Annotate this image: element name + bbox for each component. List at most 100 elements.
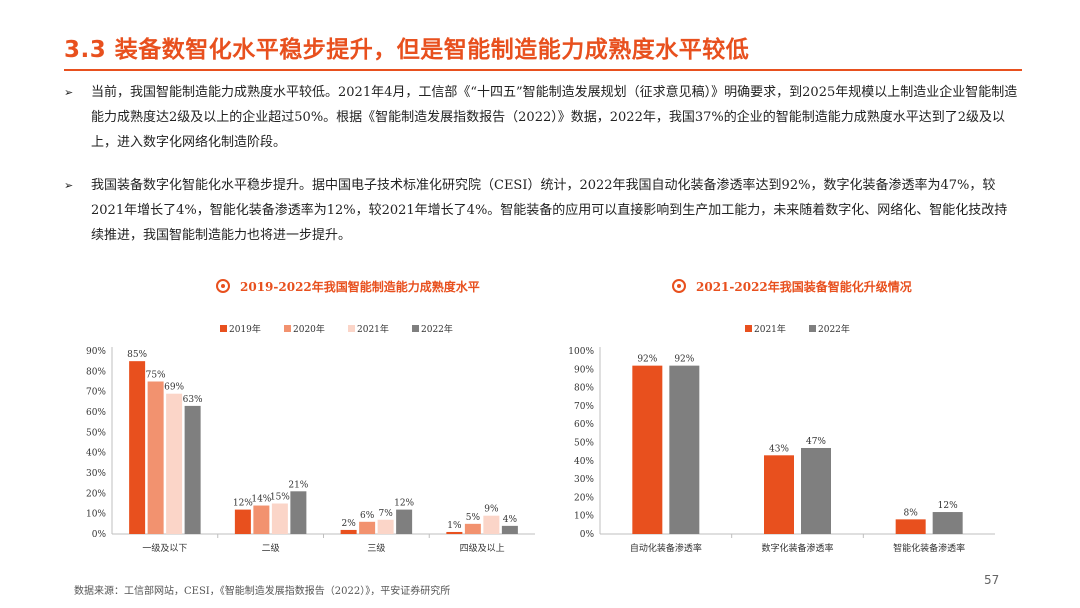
legend-swatch — [284, 325, 291, 332]
data-label: 1% — [447, 521, 462, 531]
bar — [632, 365, 663, 534]
data-label: 12% — [394, 499, 414, 509]
data-source-note: 数据来源：工信部网站，CESI，《智能制造发展指数报告（2022）》，平安证券研… — [74, 586, 451, 597]
bar — [129, 361, 146, 534]
data-label: 69% — [164, 383, 184, 393]
target-icon — [672, 279, 686, 293]
legend-swatch — [809, 325, 816, 332]
y-tick-label: 90% — [574, 365, 594, 375]
maturity-level-bar-chart: 2019年 2020年 2021年 2022年 0% 10% 20% 30% 40% 50% 60%… — [86, 323, 535, 554]
data-label: 4% — [503, 515, 518, 525]
chart-2-title: 2021-2022年我国装备智能化升级情况 — [696, 279, 912, 294]
legend-label: 2019年 — [229, 323, 261, 335]
y-tick-label: 100% — [568, 347, 594, 357]
data-label: 15% — [270, 493, 290, 503]
y-tick-label: 50% — [86, 428, 106, 438]
bar — [446, 531, 463, 534]
y-tick-label: 80% — [86, 367, 106, 377]
bar — [359, 521, 376, 534]
y-tick-label: 30% — [574, 475, 594, 485]
bullet-point-2: ➢ 我国装备数字化智能化水平稳步提升。据中国电子技术标准化研究院（CESI）统计… — [64, 173, 1019, 248]
bullet-text-1: 当前，我国智能制造能力成熟度水平较低。2021年4月，工信部《“十四五”智能制造… — [91, 85, 1018, 150]
bar — [184, 405, 201, 534]
y-tick-label: 40% — [574, 457, 594, 467]
legend-swatch — [348, 325, 355, 332]
legend-swatch — [220, 325, 227, 332]
legend-label: 2021年 — [357, 323, 389, 335]
title-divider — [64, 69, 1022, 71]
arrow-bullet-icon: ➢ — [64, 179, 74, 192]
y-tick-label: 60% — [86, 408, 106, 418]
arrow-bullet-icon: ➢ — [64, 86, 74, 99]
data-label: 92% — [674, 355, 694, 365]
legend-label: 2021年 — [754, 323, 786, 335]
data-label: 47% — [806, 437, 826, 447]
bar — [501, 525, 518, 534]
y-tick-label: 70% — [574, 402, 594, 412]
bar — [166, 393, 183, 534]
bar — [464, 523, 481, 534]
data-label: 75% — [146, 371, 166, 381]
equipment-upgrade-bar-chart: 2021年 2022年 0% 10% 20% 30% 40% 50% 60% 70% 80% 90% 1… — [568, 323, 995, 554]
bar — [669, 365, 700, 534]
x-tick-label: 三级 — [367, 542, 385, 554]
bar — [147, 381, 164, 534]
data-label: 92% — [637, 355, 657, 365]
data-label: 5% — [466, 513, 481, 523]
bar — [234, 509, 251, 534]
y-tick-label: 10% — [574, 512, 594, 522]
y-tick-label: 10% — [86, 510, 106, 520]
data-label: 43% — [769, 444, 789, 454]
bar — [377, 519, 394, 534]
y-tick-label: 70% — [86, 388, 106, 398]
data-label: 7% — [378, 509, 393, 519]
y-tick-label: 90% — [86, 347, 106, 357]
y-tick-label: 0% — [92, 530, 107, 540]
y-tick-label: 40% — [86, 449, 106, 459]
data-label: 21% — [288, 480, 308, 490]
y-tick-label: 0% — [580, 530, 595, 540]
legend-swatch — [745, 325, 752, 332]
data-label: 6% — [360, 511, 375, 521]
y-tick-label: 80% — [574, 384, 594, 394]
data-label: 14% — [251, 495, 271, 505]
data-label: 8% — [904, 508, 919, 518]
x-tick-label: 智能化装备渗透率 — [893, 542, 965, 554]
data-label: 85% — [127, 350, 147, 360]
x-tick-label: 二级 — [262, 542, 280, 554]
target-icon — [216, 279, 230, 293]
x-tick-label: 数字化装备渗透率 — [761, 542, 833, 554]
data-label: 2% — [341, 519, 356, 529]
y-tick-label: 20% — [574, 493, 594, 503]
bar — [764, 455, 794, 534]
y-tick-label: 60% — [574, 420, 594, 430]
chart-1-heading: 2019-2022年我国智能制造能力成熟度水平 — [216, 276, 480, 296]
bar — [801, 447, 831, 534]
bar — [932, 512, 963, 534]
bar — [253, 505, 270, 534]
data-label: 12% — [233, 499, 253, 509]
legend-label: 2022年 — [421, 323, 453, 335]
bar — [895, 519, 926, 534]
page-number: 57 — [984, 573, 1000, 587]
chart-2-heading: 2021-2022年我国装备智能化升级情况 — [672, 276, 912, 296]
data-label: 63% — [183, 395, 203, 405]
bullet-text-2: 我国装备数字化智能化水平稳步提升。据中国电子技术标准化研究院（CESI）统计，2… — [91, 178, 1008, 243]
bar — [396, 509, 413, 534]
data-label: 9% — [484, 505, 499, 515]
data-label: 12% — [938, 501, 958, 511]
bar — [483, 515, 500, 534]
bar — [340, 529, 357, 534]
page-title: 3.3 装备数智化水平稳步提升，但是智能制造能力成熟度水平较低 — [64, 37, 750, 63]
legend-swatch — [412, 325, 419, 332]
bullet-point-1: ➢ 当前，我国智能制造能力成熟度水平较低。2021年4月，工信部《“十四五”智能… — [64, 80, 1019, 155]
legend-label: 2022年 — [818, 323, 850, 335]
y-tick-label: 30% — [86, 469, 106, 479]
y-tick-label: 50% — [574, 439, 594, 449]
y-tick-label: 20% — [86, 489, 106, 499]
bar — [271, 503, 288, 534]
x-tick-label: 四级及以上 — [460, 542, 505, 554]
legend-label: 2020年 — [293, 323, 325, 335]
x-tick-label: 自动化装备渗透率 — [630, 542, 702, 554]
bar — [290, 491, 307, 534]
